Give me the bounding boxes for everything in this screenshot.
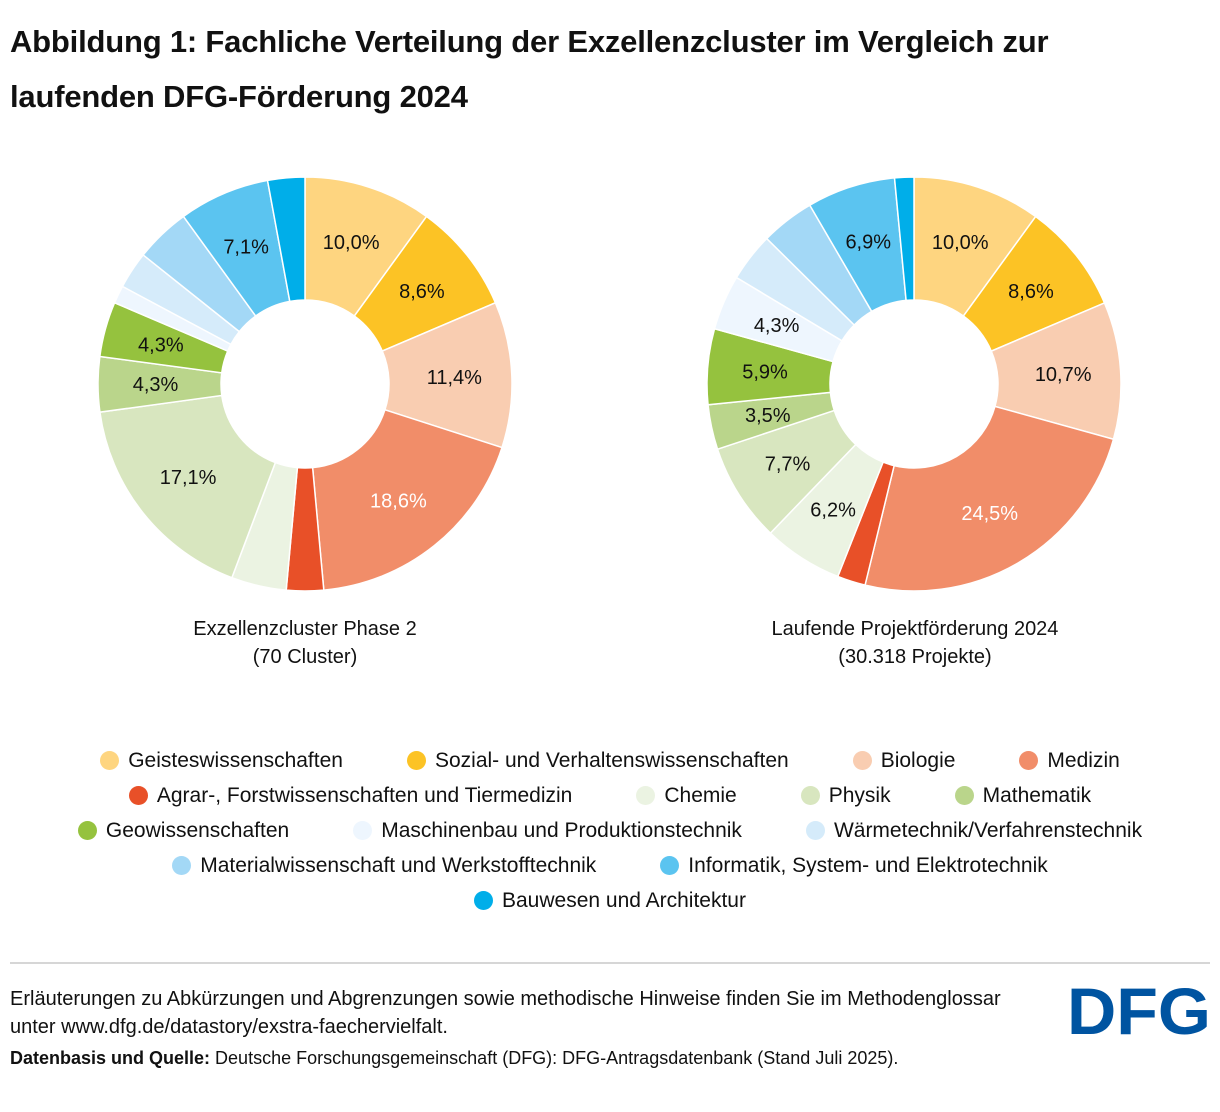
legend-item: Bauwesen und Architektur — [474, 889, 746, 913]
legend-item: Informatik, System- und Elektrotechnik — [660, 853, 1048, 878]
legend-label: Sozial- und Verhaltenswissenschaften — [434, 748, 789, 772]
methodology-note: Erläuterungen zu Abkürzungen und Abgrenz… — [10, 988, 1001, 1038]
chart-left-subtitle: (70 Cluster) — [252, 646, 358, 668]
legend-item: Medizin — [1019, 748, 1120, 773]
chart-right-name: Laufende Projektförderung 2024 — [771, 618, 1059, 640]
legend-item: Mathematik — [954, 783, 1092, 808]
chart-caption-right: Laufende Projektförderung 2024 (30.318 P… — [715, 615, 1115, 671]
legend-item: Physik — [800, 783, 891, 808]
legend-swatch-icon — [474, 891, 493, 910]
legend-item: Biologie — [852, 748, 956, 773]
chart-right-subtitle: (30.318 Projekte) — [838, 646, 992, 668]
source-text: Deutsche Forschungsgemeinschaft (DFG): D… — [210, 1048, 899, 1068]
legend-label: Materialwissenschaft und Werkstofftechni… — [200, 853, 597, 877]
slice-bauwesen-und-architektur — [893, 176, 915, 302]
legend-item: Sozial- und Verhaltenswissenschaften — [406, 748, 789, 773]
legend-label: Chemie — [664, 783, 737, 807]
data-label: 11,4% — [427, 367, 482, 389]
slice-biologie — [381, 301, 513, 449]
data-label: 7,7% — [765, 454, 811, 476]
legend-item: Geisteswissenschaften — [100, 749, 343, 773]
slice-physik — [99, 394, 277, 579]
legend-swatch-icon — [100, 751, 120, 770]
legend-label: Bauwesen und Architektur — [502, 888, 746, 912]
data-label: 4,3% — [754, 315, 800, 337]
data-label: 24,5% — [961, 503, 1018, 525]
data-label: 10,0% — [932, 232, 989, 254]
source-label: Datenbasis und Quelle: — [10, 1048, 211, 1068]
figure-title: Abbildung 1: Fachliche Verteilung der Ex… — [10, 14, 1210, 124]
legend-item: Chemie — [636, 783, 737, 808]
title-line-1: Abbildung 1: Fachliche Verteilung der Ex… — [10, 24, 1049, 59]
data-label: 17,1% — [160, 467, 217, 489]
slice-medizin — [311, 408, 503, 591]
legend-label: Maschinenbau und Produktionstechnik — [381, 818, 742, 842]
data-source: Datenbasis und Quelle: Deutsche Forschun… — [10, 1046, 1030, 1071]
data-label: 8,6% — [1008, 281, 1054, 303]
legend-swatch-icon — [406, 751, 426, 770]
legend-label: Physik — [828, 783, 891, 807]
legend-row: Materialwissenschaft und Werkstofftechni… — [0, 848, 1220, 883]
legend-row: Geisteswissenschaften Sozial- und Verhalt… — [0, 743, 1220, 778]
legend-swatch-icon — [954, 786, 974, 805]
data-label: 18,6% — [370, 491, 427, 513]
legend-row: Geowissenschaften Maschinenbau und Produk… — [0, 813, 1220, 848]
legend-item: Maschinenbau und Produktionstechnik — [353, 819, 742, 843]
data-label: 6,9% — [845, 232, 891, 254]
legend-item: Wärmetechnik/Verfahrenstechnik — [805, 818, 1143, 843]
slice-medizin — [864, 405, 1115, 592]
data-label: 4,3% — [133, 374, 179, 396]
data-label: 8,6% — [399, 281, 445, 303]
data-label: 4,3% — [138, 334, 184, 356]
legend-label: Geowissenschaften — [105, 818, 290, 842]
legend-label: Agrar-, Forstwissenschaften und Tiermedi… — [156, 783, 573, 807]
legend-label: Wärmetechnik/Verfahrenstechnik — [833, 818, 1143, 842]
legend-item: Materialwissenschaft und Werkstofftechni… — [172, 854, 596, 878]
legend-row: Agrar-, Forstwissenschaften und Tiermedi… — [0, 778, 1220, 813]
legend-label: Informatik, System- und Elektrotechnik — [688, 853, 1048, 877]
legend-label: Medizin — [1047, 748, 1120, 772]
legend-swatch-icon — [805, 821, 825, 840]
legend-label: Mathematik — [982, 783, 1092, 807]
legend-swatch-icon — [1019, 751, 1039, 770]
data-label: 3,5% — [745, 405, 791, 427]
legend-item: Agrar-, Forstwissenschaften und Tiermedi… — [128, 783, 573, 808]
donut-projektfoerderung: 10,0% 8,6% 10,7% 24,5% 6,2% 7,7% 3,5% 5,9% 4,3% 6… — [706, 176, 1122, 592]
legend-swatch-icon — [77, 821, 97, 840]
legend-swatch-icon — [800, 786, 820, 805]
dfg-logo-text: DFG — [1067, 984, 1211, 1036]
legend-swatch-icon — [128, 786, 148, 805]
data-label: 5,9% — [742, 361, 788, 383]
chart-left-name: Exzellenzcluster Phase 2 — [193, 618, 417, 640]
donut-charts: 10,0%8,6%11,4%18,6%17,1%4,3%4,3%7,1% 10,0… — [97, 176, 1122, 592]
data-label: 10,7% — [1035, 364, 1092, 386]
legend-swatch-icon — [636, 786, 656, 805]
chart-legend: Geisteswissenschaften Sozial- und Verhalt… — [0, 743, 1220, 918]
donut-exzellenzcluster: 10,0% 8,6% 11,4% 18,6% 17,1% 4,3% 4,3% 7,1% — [97, 176, 513, 592]
chart-caption-left: Exzellenzcluster Phase 2 (70 Cluster) — [105, 615, 505, 671]
legend-swatch-icon — [660, 856, 680, 875]
dfg-logo: DFG — [1067, 984, 1211, 1036]
footer-divider — [10, 962, 1210, 964]
data-label: 10,0% — [323, 232, 380, 254]
legend-swatch-icon — [172, 856, 192, 875]
legend-row: Bauwesen und Architektur — [0, 883, 1220, 918]
title-line-2: laufenden DFG-Förderung 2024 — [10, 79, 468, 114]
legend-label: Biologie — [880, 748, 956, 772]
legend-swatch-icon — [852, 751, 872, 770]
data-label: 7,1% — [223, 237, 269, 259]
legend-swatch-icon — [353, 821, 373, 840]
legend-item: Geowissenschaften — [77, 818, 290, 843]
legend-label: Geisteswissenschaften — [128, 748, 343, 772]
data-label: 6,2% — [810, 500, 856, 522]
slice-bauwesen-und-architektur — [266, 176, 306, 303]
